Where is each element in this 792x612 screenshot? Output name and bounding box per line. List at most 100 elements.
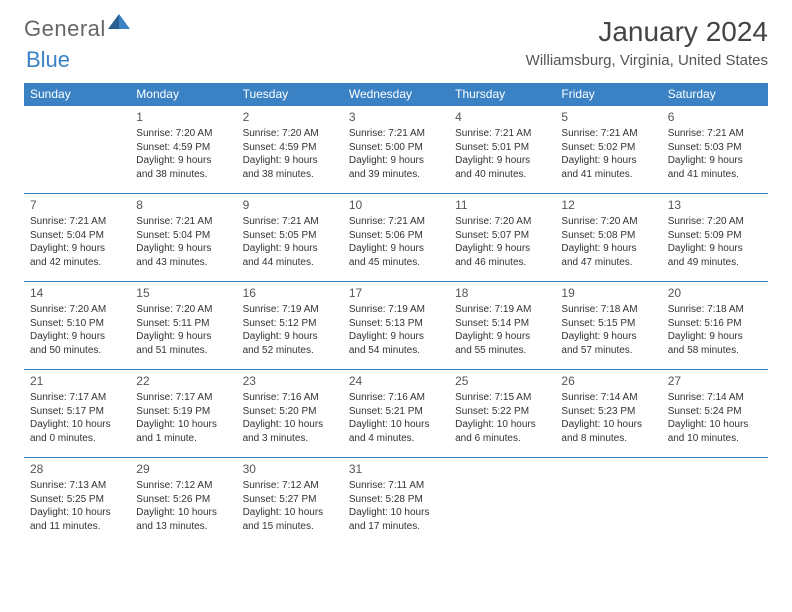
day-info: Sunrise: 7:21 AMSunset: 5:04 PMDaylight:… [30, 215, 124, 269]
day-info: Sunrise: 7:16 AMSunset: 5:21 PMDaylight:… [349, 391, 443, 445]
day-info: Sunrise: 7:21 AMSunset: 5:01 PMDaylight:… [455, 127, 549, 181]
day-number: 7 [30, 197, 124, 213]
calendar-day-cell: 20 Sunrise: 7:18 AMSunset: 5:16 PMDayligh… [662, 282, 768, 370]
day-number: 11 [455, 197, 549, 213]
day-info: Sunrise: 7:20 AMSunset: 5:10 PMDaylight:… [30, 303, 124, 357]
calendar-header-row: SundayMondayTuesdayWednesdayThursdayFrid… [24, 83, 768, 106]
title-block: January 2024 Williamsburg, Virginia, Uni… [526, 16, 768, 69]
day-number: 13 [668, 197, 762, 213]
day-info: Sunrise: 7:13 AMSunset: 5:25 PMDaylight:… [30, 479, 124, 533]
day-info: Sunrise: 7:20 AMSunset: 4:59 PMDaylight:… [136, 127, 230, 181]
calendar-day-cell: 4 Sunrise: 7:21 AMSunset: 5:01 PMDaylight… [449, 106, 555, 194]
calendar-day-cell: 9Sunrise: 7:21 AMSunset: 5:05 PMDaylight… [237, 194, 343, 282]
day-info: Sunrise: 7:20 AMSunset: 5:11 PMDaylight:… [136, 303, 230, 357]
day-number: 26 [561, 373, 655, 389]
calendar-day-cell: 23 Sunrise: 7:16 AMSunset: 5:20 PMDayligh… [237, 370, 343, 458]
day-number: 25 [455, 373, 549, 389]
day-number: 3 [349, 109, 443, 125]
day-header: Saturday [662, 83, 768, 106]
calendar-day-cell: 24 Sunrise: 7:16 AMSunset: 5:21 PMDayligh… [343, 370, 449, 458]
calendar-day-cell: 3 Sunrise: 7:21 AMSunset: 5:00 PMDaylight… [343, 106, 449, 194]
day-info: Sunrise: 7:21 AMSunset: 5:05 PMDaylight:… [243, 215, 337, 269]
day-info: Sunrise: 7:20 AMSunset: 5:07 PMDaylight:… [455, 215, 549, 269]
day-number: 14 [30, 285, 124, 301]
calendar-day-cell: 12 Sunrise: 7:20 AMSunset: 5:08 PMDayligh… [555, 194, 661, 282]
day-number: 2 [243, 109, 337, 125]
calendar-day-cell: 30 Sunrise: 7:12 AMSunset: 5:27 PMDayligh… [237, 458, 343, 546]
day-info: Sunrise: 7:21 AMSunset: 5:02 PMDaylight:… [561, 127, 655, 181]
calendar-day-cell: 25 Sunrise: 7:15 AMSunset: 5:22 PMDayligh… [449, 370, 555, 458]
day-number: 23 [243, 373, 337, 389]
day-number: 1 [136, 109, 230, 125]
day-number: 5 [561, 109, 655, 125]
day-info: Sunrise: 7:19 AMSunset: 5:12 PMDaylight:… [243, 303, 337, 357]
calendar-day-cell [449, 458, 555, 546]
day-info: Sunrise: 7:20 AMSunset: 4:59 PMDaylight:… [243, 127, 337, 181]
calendar-day-cell: 7 Sunrise: 7:21 AMSunset: 5:04 PMDaylight… [24, 194, 130, 282]
day-number: 6 [668, 109, 762, 125]
day-info: Sunrise: 7:16 AMSunset: 5:20 PMDaylight:… [243, 391, 337, 445]
calendar-day-cell: 2 Sunrise: 7:20 AMSunset: 4:59 PMDaylight… [237, 106, 343, 194]
day-info: Sunrise: 7:21 AMSunset: 5:03 PMDaylight:… [668, 127, 762, 181]
month-title: January 2024 [526, 16, 768, 48]
day-number: 20 [668, 285, 762, 301]
day-info: Sunrise: 7:11 AMSunset: 5:28 PMDaylight:… [349, 479, 443, 533]
day-number: 16 [243, 285, 337, 301]
day-number: 24 [349, 373, 443, 389]
day-info: Sunrise: 7:20 AMSunset: 5:08 PMDaylight:… [561, 215, 655, 269]
day-number: 18 [455, 285, 549, 301]
calendar-day-cell: 5 Sunrise: 7:21 AMSunset: 5:02 PMDaylight… [555, 106, 661, 194]
calendar-day-cell: 17Sunrise: 7:19 AMSunset: 5:13 PMDayligh… [343, 282, 449, 370]
day-number: 15 [136, 285, 230, 301]
calendar-day-cell: 28 Sunrise: 7:13 AMSunset: 5:25 PMDayligh… [24, 458, 130, 546]
calendar-day-cell: 29 Sunrise: 7:12 AMSunset: 5:26 PMDayligh… [130, 458, 236, 546]
day-number: 28 [30, 461, 124, 477]
logo-word1: General [24, 16, 106, 42]
day-info: Sunrise: 7:21 AMSunset: 5:04 PMDaylight:… [136, 215, 230, 269]
day-info: Sunrise: 7:12 AMSunset: 5:26 PMDaylight:… [136, 479, 230, 533]
day-number: 27 [668, 373, 762, 389]
calendar-day-cell [24, 106, 130, 194]
calendar-page: General January 2024 Williamsburg, Virgi… [0, 0, 792, 562]
calendar-day-cell: 26 Sunrise: 7:14 AMSunset: 5:23 PMDayligh… [555, 370, 661, 458]
calendar-day-cell: 13 Sunrise: 7:20 AMSunset: 5:09 PMDayligh… [662, 194, 768, 282]
day-header: Tuesday [237, 83, 343, 106]
calendar-day-cell: 6 Sunrise: 7:21 AMSunset: 5:03 PMDaylight… [662, 106, 768, 194]
day-info: Sunrise: 7:18 AMSunset: 5:16 PMDaylight:… [668, 303, 762, 357]
day-header: Thursday [449, 83, 555, 106]
day-info: Sunrise: 7:20 AMSunset: 5:09 PMDaylight:… [668, 215, 762, 269]
day-number: 22 [136, 373, 230, 389]
day-header: Sunday [24, 83, 130, 106]
day-info: Sunrise: 7:12 AMSunset: 5:27 PMDaylight:… [243, 479, 337, 533]
calendar-day-cell: 31Sunrise: 7:11 AMSunset: 5:28 PMDayligh… [343, 458, 449, 546]
day-info: Sunrise: 7:17 AMSunset: 5:19 PMDaylight:… [136, 391, 230, 445]
day-header: Monday [130, 83, 236, 106]
calendar-day-cell: 27Sunrise: 7:14 AMSunset: 5:24 PMDayligh… [662, 370, 768, 458]
calendar-day-cell: 8 Sunrise: 7:21 AMSunset: 5:04 PMDaylight… [130, 194, 236, 282]
calendar-day-cell: 10Sunrise: 7:21 AMSunset: 5:06 PMDayligh… [343, 194, 449, 282]
day-header: Wednesday [343, 83, 449, 106]
day-number: 12 [561, 197, 655, 213]
day-number: 4 [455, 109, 549, 125]
calendar-week-row: 1 Sunrise: 7:20 AMSunset: 4:59 PMDaylight… [24, 106, 768, 194]
day-info: Sunrise: 7:15 AMSunset: 5:22 PMDaylight:… [455, 391, 549, 445]
calendar-day-cell: 18Sunrise: 7:19 AMSunset: 5:14 PMDayligh… [449, 282, 555, 370]
day-number: 17 [349, 285, 443, 301]
day-info: Sunrise: 7:14 AMSunset: 5:23 PMDaylight:… [561, 391, 655, 445]
calendar-day-cell: 11 Sunrise: 7:20 AMSunset: 5:07 PMDayligh… [449, 194, 555, 282]
calendar-day-cell: 1 Sunrise: 7:20 AMSunset: 4:59 PMDaylight… [130, 106, 236, 194]
day-number: 19 [561, 285, 655, 301]
day-number: 10 [349, 197, 443, 213]
calendar-day-cell: 21Sunrise: 7:17 AMSunset: 5:17 PMDayligh… [24, 370, 130, 458]
day-info: Sunrise: 7:21 AMSunset: 5:00 PMDaylight:… [349, 127, 443, 181]
day-number: 8 [136, 197, 230, 213]
day-info: Sunrise: 7:17 AMSunset: 5:17 PMDaylight:… [30, 391, 124, 445]
day-number: 29 [136, 461, 230, 477]
day-number: 30 [243, 461, 337, 477]
calendar-day-cell: 15 Sunrise: 7:20 AMSunset: 5:11 PMDayligh… [130, 282, 236, 370]
location-text: Williamsburg, Virginia, United States [526, 52, 768, 69]
calendar-day-cell [555, 458, 661, 546]
calendar-day-cell: 16 Sunrise: 7:19 AMSunset: 5:12 PMDayligh… [237, 282, 343, 370]
calendar-table: SundayMondayTuesdayWednesdayThursdayFrid… [24, 83, 768, 546]
calendar-day-cell [662, 458, 768, 546]
